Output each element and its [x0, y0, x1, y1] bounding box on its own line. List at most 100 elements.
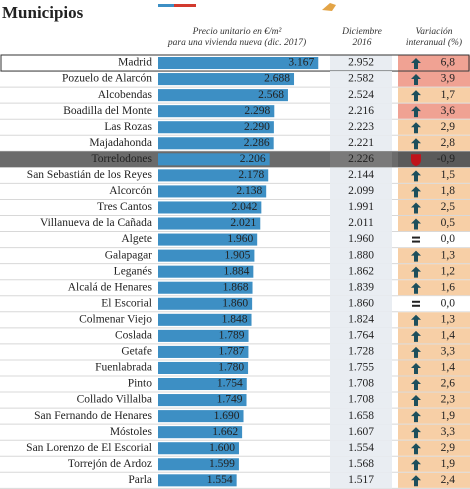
variation-cell [398, 296, 470, 312]
dec-value: 2.582 [348, 73, 374, 85]
bar [158, 121, 274, 134]
dec-cell [330, 376, 392, 393]
variation-value: 2,3 [441, 394, 456, 406]
dec-value: 1.764 [348, 330, 374, 342]
variation-cell [398, 408, 470, 424]
dec-cell [330, 103, 392, 120]
category-label: Pozuelo de Alarcón [62, 73, 152, 85]
dec-value: 2.011 [348, 217, 374, 229]
category-label: Torrejón de Ardoz [68, 458, 152, 470]
dec-value: 2.099 [348, 185, 374, 197]
bar [158, 426, 243, 439]
variation-value: 0,0 [441, 297, 456, 309]
variation-value: 3,3 [441, 426, 456, 438]
category-label: Getafe [121, 346, 152, 358]
dec-cell [330, 295, 392, 312]
up-arrow [411, 138, 421, 150]
dec-cell [330, 119, 392, 136]
category-label: San Lorenzo de El Escorial [26, 442, 152, 454]
dec-value: 1.708 [348, 378, 374, 390]
down-arrow [411, 154, 421, 167]
category-label: Madrid [118, 57, 152, 69]
dec-cell [330, 167, 392, 184]
variation-cell [398, 151, 470, 167]
variation-value: 2,8 [441, 137, 456, 149]
bar-value-label: 1.848 [222, 313, 248, 325]
variation-value: 1,3 [441, 313, 456, 325]
bar-value-label: 1.662 [212, 426, 238, 438]
bar-value-label: 2.178 [238, 169, 264, 181]
variation-cell [398, 87, 470, 103]
bar-value-label: 2.286 [244, 137, 270, 149]
variation-value: 1,5 [441, 169, 456, 181]
up-arrow [411, 427, 421, 439]
dec-cell [330, 343, 392, 360]
bar-value-label: 1.554 [207, 474, 233, 486]
variation-cell [398, 392, 470, 408]
map-icon [322, 3, 336, 11]
column-header: 2016 [353, 38, 372, 48]
bar [158, 329, 249, 342]
variation-value: 2,9 [441, 121, 456, 133]
up-arrow [411, 90, 421, 102]
bar [158, 89, 288, 102]
bar [158, 442, 239, 455]
dec-cell [330, 87, 392, 104]
up-arrow [411, 346, 421, 358]
dec-value: 1.862 [348, 265, 374, 277]
up-arrow [411, 330, 421, 342]
bar-value-label: 1.905 [225, 249, 251, 261]
dec-value: 1.607 [348, 426, 374, 438]
dec-value: 1.755 [348, 362, 374, 374]
category-label: Boadilla del Monte [63, 105, 152, 117]
variation-value: 1,4 [441, 362, 456, 374]
dec-value: 2.226 [348, 153, 374, 165]
bar-value-label: 3.167 [288, 57, 314, 69]
variation-value: 2,9 [441, 442, 456, 454]
category-label: El Escorial [101, 297, 152, 309]
bar [158, 410, 244, 423]
variation-cell [398, 119, 470, 135]
dec-value: 2.524 [348, 89, 374, 101]
dec-cell [330, 424, 392, 441]
up-arrow [411, 250, 421, 262]
dec-value: 1.880 [348, 249, 374, 261]
bar-value-label: 2.290 [244, 121, 270, 133]
category-label: Alcalá de Henares [68, 281, 153, 293]
dec-value: 2.952 [348, 57, 374, 69]
bar [158, 105, 275, 118]
bar [158, 169, 269, 182]
bar [158, 378, 247, 391]
category-label: Majadahonda [89, 137, 152, 149]
equal-sign [412, 240, 420, 243]
category-label: Tres Cantos [97, 201, 152, 213]
variation-value: 2,4 [441, 474, 456, 486]
variation-value: 1,2 [441, 265, 456, 277]
bar [158, 233, 258, 246]
up-arrow [411, 58, 421, 69]
bar-value-label: 1.780 [218, 362, 244, 374]
dec-cell [330, 279, 392, 296]
bar [158, 185, 267, 198]
dec-value: 1.991 [348, 201, 374, 213]
header-underline [174, 4, 196, 7]
variation-value: 1,8 [441, 185, 456, 197]
column-header: para una vivienda nueva (dic. 2017) [167, 37, 306, 48]
dec-cell [330, 440, 392, 457]
dec-value: 2.216 [348, 105, 374, 117]
bar [158, 57, 319, 70]
variation-value: 1,6 [441, 281, 456, 293]
dec-cell [330, 135, 392, 152]
bar [158, 281, 253, 294]
category-label: San Sebastián de los Reyes [27, 169, 153, 181]
category-label: Algete [121, 233, 152, 245]
up-arrow [411, 362, 421, 374]
bar [158, 265, 254, 278]
category-label: Collado Villalba [77, 394, 152, 406]
variation-value: 6,8 [441, 57, 456, 69]
variation-value: 0,0 [441, 233, 456, 245]
bar-value-label: 1.884 [223, 265, 249, 277]
bar [158, 249, 255, 262]
row-frame [0, 54, 470, 72]
